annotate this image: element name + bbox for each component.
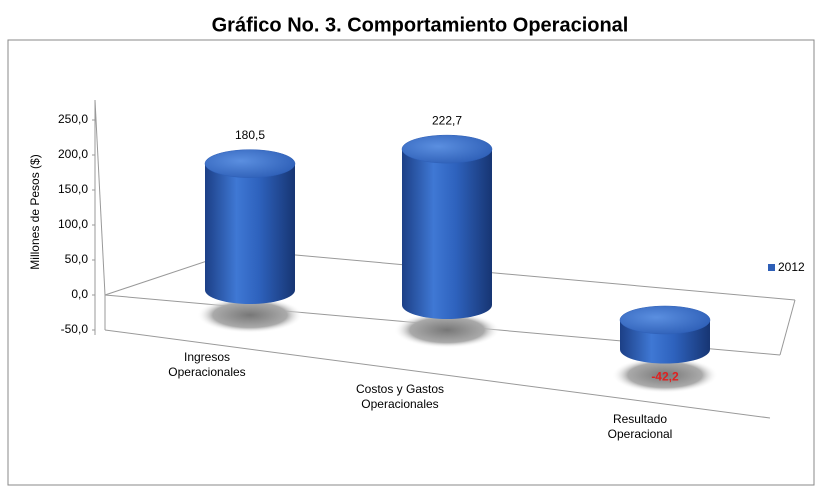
value-label: -42,2 xyxy=(651,370,679,384)
chart-title: Gráfico No. 3. Comportamiento Operaciona… xyxy=(212,14,629,36)
legend-swatch xyxy=(768,264,775,271)
y-tick-label: 100,0 xyxy=(58,217,88,231)
y-tick-label: 250,0 xyxy=(58,112,88,126)
cylinder-top xyxy=(619,305,711,335)
y-axis-label: Millones de Pesos ($) xyxy=(28,154,42,269)
chart-frame xyxy=(7,39,815,486)
value-label: 222,7 xyxy=(432,113,462,127)
cylinder-bar xyxy=(401,134,493,319)
y-tick-label: 200,0 xyxy=(58,147,88,161)
y-tick-label: 0,0 xyxy=(71,287,88,301)
bar-shadow xyxy=(197,297,303,333)
cylinder-bar xyxy=(204,149,296,304)
cylinder-body xyxy=(205,163,295,304)
y-tick-label: -50,0 xyxy=(61,322,89,336)
cylinder-top xyxy=(204,149,296,178)
y-tick-label: 50,0 xyxy=(65,252,89,266)
y-tick-label: 150,0 xyxy=(58,182,88,196)
cylinder-bar xyxy=(619,305,711,364)
bar-shadow xyxy=(612,357,718,393)
bar-shadow xyxy=(394,312,500,348)
legend-label: 2012 xyxy=(778,260,805,274)
cylinder-body xyxy=(402,149,492,319)
cylinder-top xyxy=(401,134,493,164)
value-label: 180,5 xyxy=(235,128,265,142)
x-tick-label: Costos y Gastos Operacionales xyxy=(356,382,444,411)
x-tick-label: Resultado Operacional xyxy=(608,412,673,441)
x-tick-label: Ingresos Operacionales xyxy=(168,350,245,379)
